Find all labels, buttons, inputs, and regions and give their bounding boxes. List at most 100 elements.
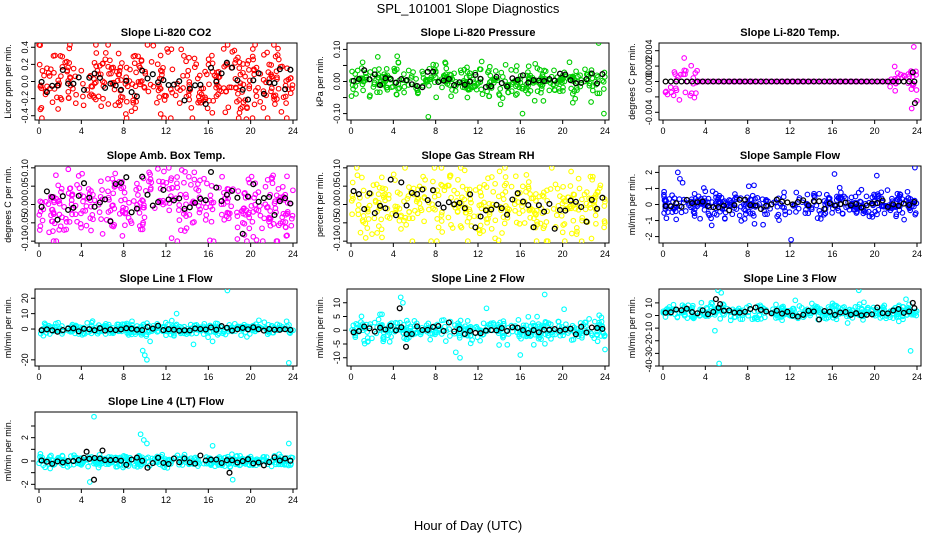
panel-5-point (454, 190, 461, 197)
panel-5-point (382, 205, 389, 212)
panel-4-point (118, 197, 124, 204)
panel-4-point (107, 218, 114, 225)
panel-2-point (499, 74, 506, 80)
panel-6-point (890, 201, 897, 208)
panel-3-ytick-label: 0.004 (644, 39, 654, 62)
panel-4-point (156, 197, 163, 204)
panel-4-point (74, 218, 80, 225)
panel-6-point (745, 183, 752, 190)
panel-1-point (207, 64, 215, 71)
panel-1-point (57, 53, 64, 59)
panel-7-point (202, 326, 209, 333)
panel-5-point (535, 202, 542, 209)
panel-6-point (661, 191, 667, 198)
panel-1-point (289, 82, 296, 88)
panel-6-point (834, 193, 840, 200)
panel-6-point (837, 201, 844, 208)
panel-5-point (578, 238, 585, 243)
panel-3-xtick-label: 20 (870, 126, 880, 136)
panel-1-point (130, 99, 137, 106)
panel-7-point (91, 327, 98, 334)
panel-10-point (54, 458, 61, 465)
panel-6-point (762, 211, 768, 218)
panel-7-point (114, 321, 121, 328)
panel-2-point (443, 65, 450, 72)
panel-9-points (660, 289, 920, 366)
panel-2-point (566, 76, 573, 83)
panel-1-point (199, 94, 206, 101)
panel-9-point (909, 299, 916, 306)
panel-7-point (147, 338, 153, 345)
panel-8-point (403, 317, 410, 324)
panel-1-point (70, 80, 77, 87)
panel-2-xtick-label: 8 (433, 126, 438, 136)
panel-1-point (91, 70, 98, 77)
panel-6-point (784, 199, 791, 206)
panel-1-point (133, 98, 139, 105)
panel-6-point (677, 175, 683, 182)
panel-4-point (56, 211, 63, 218)
panel-1-point (160, 77, 167, 84)
panel-3-point (908, 86, 915, 92)
panel-1-point (250, 56, 257, 63)
panel-10-point (186, 459, 193, 466)
panel-2-point (424, 77, 431, 83)
panel-5-point (390, 171, 397, 178)
panel-1-point (282, 82, 289, 89)
panel-8-point (496, 342, 502, 348)
panel-4-point (284, 232, 290, 239)
panel-1-point (57, 95, 64, 101)
panel-8-point (583, 329, 590, 336)
panel-1-point (283, 100, 289, 106)
panel-4-point (229, 187, 236, 194)
panel-6-xtick-label: 20 (870, 249, 880, 259)
panel-3-point (682, 89, 689, 96)
panel-8-point (498, 325, 505, 332)
panel-1-point (229, 48, 236, 55)
panel-5-point (377, 202, 384, 209)
panel-4-point (284, 208, 291, 215)
panel-4-point (61, 204, 67, 210)
panel-8-xtick-label: 8 (433, 372, 438, 382)
panel-2-point (502, 61, 509, 68)
panel-4-point (121, 189, 128, 196)
panel-5-point (457, 166, 464, 171)
panel-6-series-hourly (662, 196, 918, 214)
panel-2-point (419, 84, 426, 91)
panel-1-point (112, 102, 119, 108)
panel-6-point (884, 187, 891, 193)
panel-5-point (492, 235, 498, 242)
panel-1-point (253, 64, 260, 71)
panel-2-point (359, 59, 366, 66)
panel-5-point (392, 203, 399, 210)
panel-5-point (398, 179, 405, 186)
panel-2-point (440, 77, 447, 84)
panel-1-point (169, 66, 176, 73)
panel-2-point (551, 77, 558, 84)
panel-5-point (371, 215, 378, 222)
panel-5-point (588, 196, 594, 202)
panel-4-point (259, 238, 266, 243)
panel-4-point (257, 212, 264, 219)
panel-4-point (109, 175, 116, 182)
panel-1-point (144, 75, 151, 82)
panel-8-point (473, 323, 480, 330)
panel-4-point (267, 215, 273, 222)
panel-2-point (569, 99, 576, 106)
panel-6-point (764, 211, 771, 217)
panel-7-point (149, 325, 156, 332)
panel-5-point (433, 238, 440, 243)
panel-9-point (698, 299, 705, 306)
panel-6-point (805, 202, 812, 209)
panel-6-point (817, 216, 824, 222)
panel-2-point (508, 67, 515, 73)
panel-8-point (535, 335, 542, 342)
panel-8-point (445, 319, 452, 326)
panel-2-point (583, 76, 590, 83)
panel-5-point (488, 174, 495, 180)
panel-6-point (663, 215, 670, 222)
panel-5-point (509, 196, 516, 203)
panel-8-point (500, 318, 507, 324)
panel-10-point (123, 461, 130, 468)
